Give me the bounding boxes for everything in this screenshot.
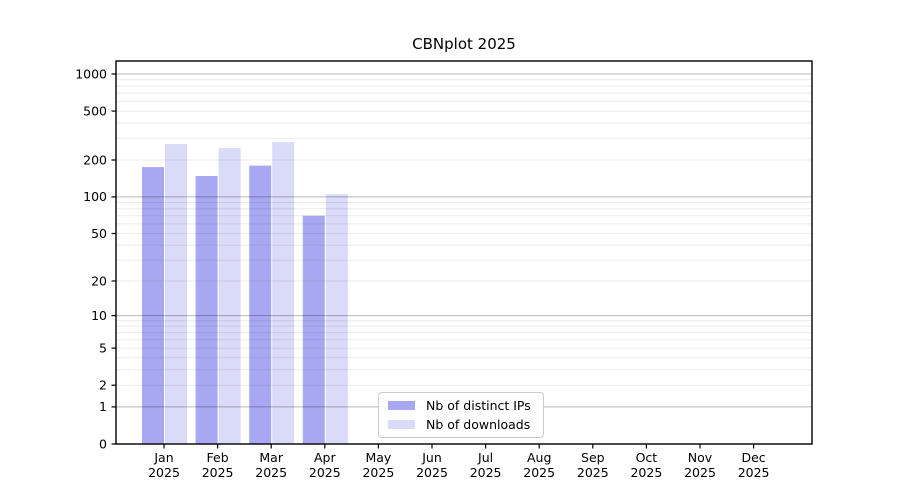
bar-distinct-ips-feb (195, 176, 218, 444)
y-tick-label: 1 (99, 399, 107, 414)
x-tick-label-month: Jun (421, 450, 442, 465)
legend-swatch-distinct-ips (388, 401, 415, 410)
bar-distinct-ips-apr (302, 215, 325, 444)
y-tick-label: 500 (83, 103, 107, 118)
x-tick-label-month: Dec (741, 450, 765, 465)
x-tick-label-month: Oct (636, 450, 658, 465)
x-tick-label-month: Nov (688, 450, 713, 465)
bar-downloads-apr (325, 194, 348, 444)
x-tick-label-year: 2025 (362, 465, 394, 480)
y-tick-label: 100 (83, 189, 107, 204)
legend-label-downloads: Nb of downloads (426, 416, 531, 432)
x-tick-label-year: 2025 (738, 465, 770, 480)
x-tick-label-month: Apr (314, 450, 336, 465)
legend-swatch-downloads (388, 420, 415, 429)
bar-downloads-mar (272, 142, 295, 444)
x-tick-label-month: Aug (527, 450, 551, 465)
legend-item-distinct-ips: Nb of distinct IPs (388, 398, 534, 414)
plot-border (115, 60, 813, 445)
x-tick-label-year: 2025 (684, 465, 716, 480)
y-tick-label: 2 (99, 378, 107, 393)
x-tick-label-month: Mar (259, 450, 283, 465)
y-tick-label: 0 (99, 436, 107, 451)
x-tick-label-month: Feb (207, 450, 229, 465)
bar-downloads-feb (218, 148, 241, 444)
x-tick-label-month: May (365, 450, 391, 465)
x-tick-label-year: 2025 (416, 465, 448, 480)
legend-label-distinct-ips: Nb of distinct IPs (426, 397, 531, 413)
x-tick-label-month: Jan (153, 450, 173, 465)
x-tick-label-month: Sep (581, 450, 605, 465)
y-tick-label: 50 (91, 226, 107, 241)
y-tick-label: 200 (83, 152, 107, 167)
x-tick-label-year: 2025 (255, 465, 287, 480)
x-tick-label-year: 2025 (523, 465, 555, 480)
x-tick-label-year: 2025 (470, 465, 502, 480)
x-tick-label-year: 2025 (148, 465, 180, 480)
bar-downloads-jan (165, 144, 187, 444)
x-tick-label-year: 2025 (309, 465, 341, 480)
y-tick-label: 1000 (75, 66, 107, 81)
x-tick-label-year: 2025 (630, 465, 662, 480)
x-tick-label-month: Jul (477, 450, 493, 465)
y-tick-label: 5 (99, 340, 107, 355)
x-tick-label-year: 2025 (202, 465, 234, 480)
legend: Nb of distinct IPs Nb of downloads (378, 392, 544, 438)
y-tick-label: 20 (91, 273, 107, 288)
bar-distinct-ips-mar (249, 165, 272, 444)
y-tick-label: 10 (91, 308, 107, 323)
legend-item-downloads: Nb of downloads (388, 417, 534, 433)
chart-title: CBNplot 2025 (412, 35, 516, 53)
x-tick-label-year: 2025 (577, 465, 609, 480)
bar-distinct-ips-jan (142, 167, 164, 444)
